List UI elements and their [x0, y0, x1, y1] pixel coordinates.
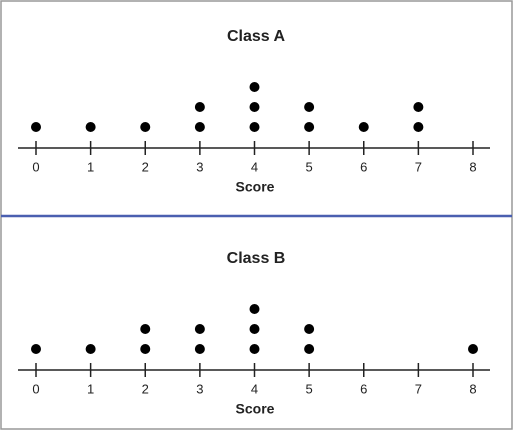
- x-tick-label: 8: [469, 381, 476, 396]
- dot: [140, 344, 151, 354]
- dot: [304, 344, 315, 354]
- chart-title: Class B: [227, 250, 286, 267]
- x-tick-label: 5: [306, 381, 313, 396]
- dot: [304, 324, 315, 334]
- x-tick-label: 3: [196, 159, 203, 174]
- dot: [358, 122, 369, 132]
- x-tick-label: 4: [251, 159, 258, 174]
- dot: [31, 122, 41, 132]
- dot: [413, 122, 424, 132]
- x-tick-label: 3: [196, 381, 203, 396]
- x-tick-label: 0: [32, 159, 39, 174]
- dot: [194, 344, 205, 354]
- dot: [249, 82, 260, 92]
- x-tick-label: 1: [87, 159, 94, 174]
- x-tick-label: 4: [251, 381, 258, 396]
- dot: [249, 102, 260, 112]
- dot: [468, 344, 478, 354]
- dot: [249, 304, 260, 314]
- x-tick-label: 6: [360, 159, 367, 174]
- dot: [413, 102, 424, 112]
- x-tick-label: 2: [142, 159, 149, 174]
- x-tick-label: 6: [360, 381, 367, 396]
- dot: [304, 102, 315, 112]
- dot: [31, 344, 41, 354]
- dot: [85, 122, 96, 132]
- x-tick-label: 5: [306, 159, 313, 174]
- dot: [249, 324, 260, 334]
- dot: [194, 122, 205, 132]
- x-tick-label: 8: [469, 159, 476, 174]
- x-axis-label: Score: [236, 179, 275, 195]
- dot: [249, 344, 260, 354]
- x-tick-label: 7: [415, 381, 422, 396]
- dot: [194, 102, 205, 112]
- dot: [140, 122, 151, 132]
- dot: [85, 344, 96, 354]
- dot: [304, 122, 315, 132]
- dot: [249, 122, 260, 132]
- x-tick-label: 7: [415, 159, 422, 174]
- x-tick-label: 0: [32, 381, 39, 396]
- x-tick-label: 1: [87, 381, 94, 396]
- chart-title: Class A: [227, 28, 286, 45]
- dot: [140, 324, 151, 334]
- x-axis-label: Score: [236, 401, 275, 417]
- dot: [194, 324, 205, 334]
- x-tick-label: 2: [142, 381, 149, 396]
